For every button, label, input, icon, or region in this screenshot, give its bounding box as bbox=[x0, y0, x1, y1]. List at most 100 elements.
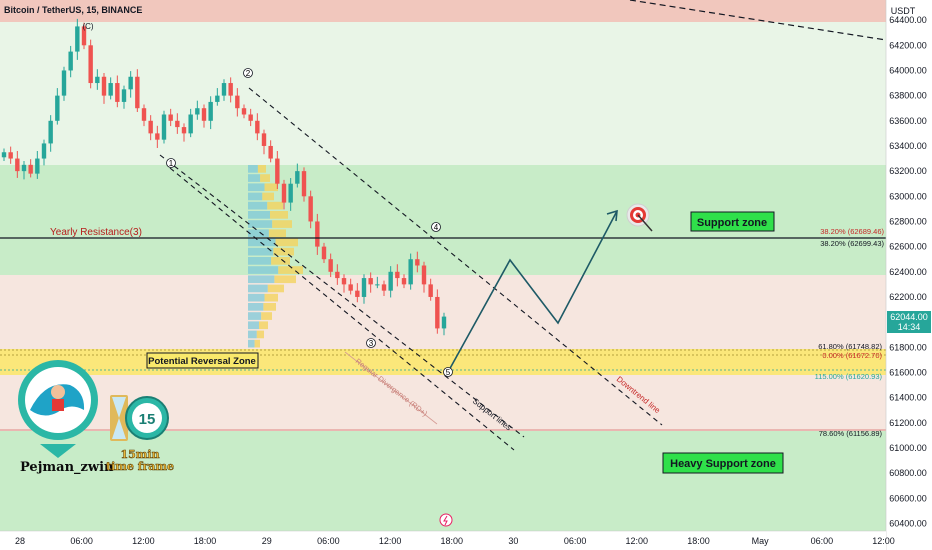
timeframe-line1: 15min bbox=[120, 448, 159, 461]
divergence-line bbox=[344, 351, 438, 425]
candle-body-0 bbox=[1, 152, 7, 158]
flash-icon[interactable] bbox=[439, 513, 453, 527]
volume-bar-buy-0 bbox=[248, 165, 258, 173]
wave-marker-3: 3 bbox=[366, 338, 376, 348]
candle-body-15 bbox=[101, 76, 107, 96]
candle-body-16 bbox=[108, 83, 113, 96]
volume-bar-sell-10 bbox=[271, 257, 290, 265]
time-tick-11: 18:00 bbox=[687, 536, 710, 546]
candle-body-28 bbox=[188, 114, 193, 134]
time-tick-1: 06:00 bbox=[70, 536, 93, 546]
support-line-2 bbox=[169, 167, 515, 451]
candle-body-23 bbox=[155, 133, 160, 140]
volume-bar-buy-3 bbox=[248, 192, 263, 201]
heavy-support-label: Heavy Support zone bbox=[662, 452, 784, 474]
prz-band bbox=[0, 349, 886, 375]
volume-bar-sell-9 bbox=[273, 247, 294, 256]
middle-pink-zone bbox=[0, 275, 886, 349]
candle-body-22 bbox=[148, 120, 153, 134]
svg-text:15: 15 bbox=[139, 411, 156, 428]
wave-marker-1: 1 bbox=[166, 158, 176, 168]
time-tick-0: 28 bbox=[15, 536, 25, 546]
price-tick-13: 61800.00 bbox=[889, 342, 927, 352]
fib-label-786: 78.60% (61156.89) bbox=[819, 429, 883, 438]
price-tick-16: 61200.00 bbox=[889, 418, 927, 428]
top-dashed-trendline bbox=[629, 0, 887, 41]
price-tick-0: 64400.00 bbox=[889, 15, 927, 25]
candle-body-60 bbox=[401, 278, 407, 285]
projected-path bbox=[447, 210, 618, 373]
candle-body-26 bbox=[175, 120, 180, 128]
volume-bar-buy-14 bbox=[248, 293, 265, 302]
candle-body-12 bbox=[81, 26, 87, 46]
candle-body-38 bbox=[255, 120, 260, 134]
svg-text:3: 3 bbox=[369, 339, 374, 348]
candle-body-10 bbox=[68, 51, 73, 71]
volume-bar-buy-15 bbox=[248, 303, 264, 311]
downtrend-line bbox=[248, 87, 663, 426]
candle-body-9 bbox=[61, 70, 67, 96]
candle-body-48 bbox=[321, 246, 327, 260]
candle-body-54 bbox=[361, 278, 367, 297]
volume-bar-sell-5 bbox=[270, 211, 288, 219]
candle-body-27 bbox=[181, 127, 187, 134]
timeframe-badge: 15 bbox=[110, 395, 169, 441]
candle-body-36 bbox=[241, 108, 247, 115]
author-name: Pejman_zwin bbox=[20, 460, 114, 475]
candle-body-19 bbox=[128, 76, 133, 90]
candle-body-35 bbox=[235, 95, 240, 109]
candle-body-44 bbox=[295, 171, 300, 184]
candle-body-1 bbox=[8, 152, 13, 159]
volume-bar-buy-12 bbox=[248, 275, 275, 284]
volume-bar-buy-9 bbox=[248, 247, 274, 256]
svg-text:Potential Reversal Zone: Potential Reversal Zone bbox=[148, 356, 256, 367]
volume-bar-sell-13 bbox=[267, 284, 284, 293]
time-axis[interactable] bbox=[0, 531, 886, 550]
support-zone-label: Support zone bbox=[690, 211, 775, 232]
candle-body-58 bbox=[388, 271, 393, 291]
svg-text:62044.00: 62044.00 bbox=[890, 312, 928, 322]
candle-body-51 bbox=[341, 278, 347, 285]
volume-bar-sell-11 bbox=[278, 266, 303, 274]
candle-body-64 bbox=[428, 284, 433, 297]
candle-body-42 bbox=[281, 183, 287, 203]
price-tick-3: 63800.00 bbox=[889, 91, 927, 101]
yearly-resistance-label: Yearly Resistance(3) bbox=[50, 227, 142, 238]
svg-text:Support zone: Support zone bbox=[697, 217, 767, 229]
volume-bar-sell-12 bbox=[274, 275, 296, 284]
time-tick-6: 12:00 bbox=[379, 536, 402, 546]
price-tick-4: 63600.00 bbox=[889, 116, 927, 126]
volume-bar-buy-5 bbox=[248, 211, 270, 219]
candle-body-62 bbox=[415, 259, 420, 266]
time-tick-12: May bbox=[752, 536, 770, 546]
fib-label-618: 61.80% (61748.82) bbox=[818, 342, 882, 351]
candle-body-20 bbox=[135, 76, 140, 109]
support-line-1 bbox=[159, 154, 525, 438]
volume-bar-sell-14 bbox=[264, 293, 278, 302]
fib-label-000: 0.00% (61672.70) bbox=[822, 351, 882, 360]
time-tick-10: 12:00 bbox=[626, 536, 649, 546]
candle-body-53 bbox=[355, 290, 360, 297]
currency-label: USDT bbox=[891, 6, 916, 16]
candle-body-43 bbox=[288, 183, 293, 203]
candle-body-50 bbox=[335, 271, 340, 279]
candle-body-7 bbox=[48, 120, 53, 144]
volume-bar-sell-4 bbox=[267, 201, 283, 210]
fib-label-115: 115.00% (61620.93) bbox=[815, 372, 883, 381]
candle-body-8 bbox=[55, 95, 60, 121]
candle-body-14 bbox=[95, 76, 100, 84]
price-tick-18: 60800.00 bbox=[889, 468, 927, 478]
candle-body-41 bbox=[275, 158, 280, 184]
svg-text:14:34: 14:34 bbox=[898, 322, 921, 332]
volume-bar-buy-18 bbox=[248, 330, 257, 339]
candle-body-55 bbox=[368, 278, 373, 285]
time-tick-8: 30 bbox=[508, 536, 518, 546]
candle-body-13 bbox=[88, 45, 93, 84]
price-axis[interactable] bbox=[886, 0, 932, 550]
candle-body-25 bbox=[168, 114, 173, 121]
candle-body-21 bbox=[141, 108, 147, 121]
volume-bar-buy-16 bbox=[248, 312, 262, 320]
candle-body-3 bbox=[21, 164, 27, 172]
